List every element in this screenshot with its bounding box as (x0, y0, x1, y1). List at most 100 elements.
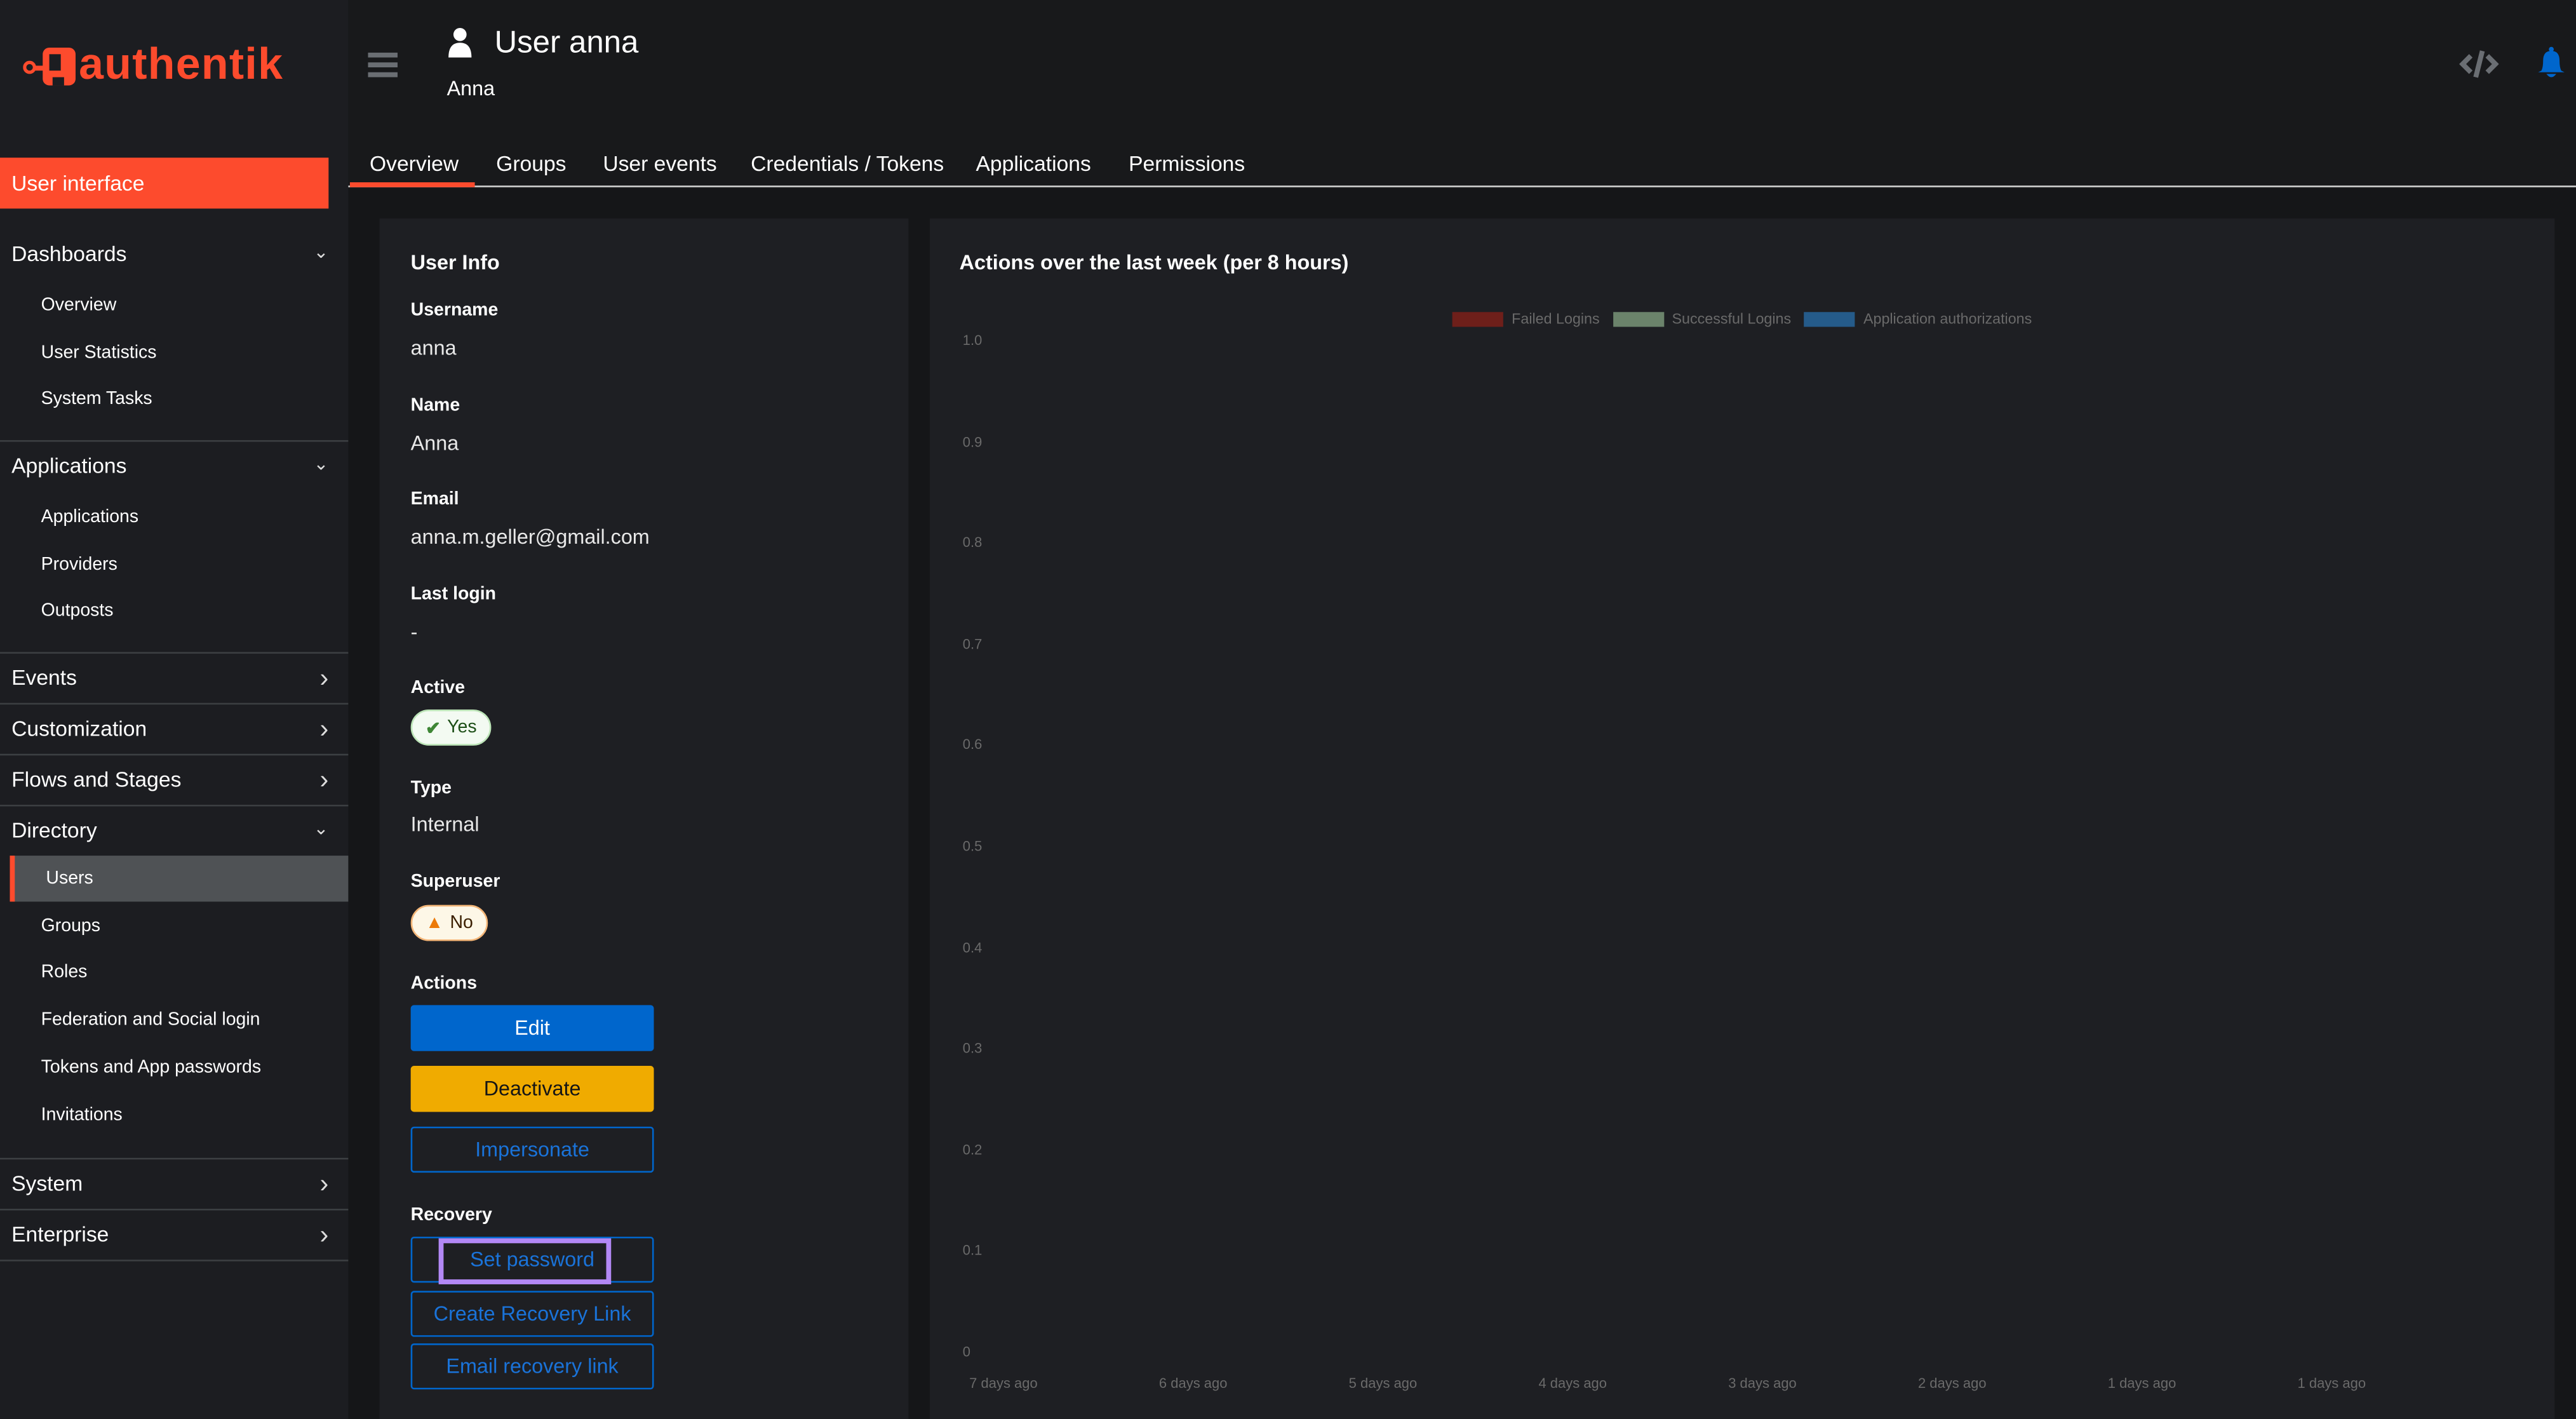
section-label: System (11, 1171, 83, 1196)
legend-swatch (1804, 311, 1856, 326)
menu-icon[interactable] (368, 52, 398, 77)
tab-credentials-tokens[interactable]: Credentials / Tokens (751, 151, 944, 176)
sidebar-item-invitations[interactable]: Invitations (41, 1104, 123, 1124)
section-label: Enterprise (11, 1221, 109, 1247)
tab-user-events[interactable]: User events (603, 151, 717, 176)
y-tick-label: 0.5 (962, 837, 983, 854)
page-title: User anna (494, 26, 639, 61)
section-label: Flows and Stages (11, 767, 182, 792)
sidebar-section-events[interactable]: Events › (0, 665, 348, 695)
legend-item[interactable]: Failed Logins (1452, 311, 1600, 327)
sidebar-item-providers[interactable]: Providers (41, 555, 117, 575)
card-title: User Info (410, 251, 500, 274)
tabs-divider (348, 185, 2576, 187)
sidebar-item-roles[interactable]: Roles (41, 963, 88, 983)
sidebar-section-customization[interactable]: Customization › (0, 716, 348, 746)
field-value: Anna (410, 431, 459, 454)
section-label: Dashboards (11, 241, 127, 266)
active-tab-indicator (349, 182, 475, 187)
edit-button[interactable]: Edit (410, 1005, 654, 1051)
sidebar-section-applications[interactable]: Applications ⌄ (0, 454, 348, 478)
focus-highlight (438, 1238, 612, 1284)
sidebar-item-system-tasks[interactable]: System Tasks (41, 389, 152, 410)
sidebar-item-user-statistics[interactable]: User Statistics (41, 342, 157, 363)
authentik-logo[interactable]: authentik (23, 39, 283, 90)
field-value: anna (410, 337, 457, 360)
actions-chart-card: Actions over the last week (per 8 hours)… (930, 218, 2555, 1419)
x-tick-label: 1 days ago (2297, 1375, 2366, 1392)
email-recovery-link-button[interactable]: Email recovery link (410, 1343, 654, 1390)
field-label: Username (410, 300, 499, 321)
y-tick-label: 0.4 (962, 938, 983, 955)
legend-swatch (1613, 311, 1664, 326)
y-tick-label: 1.0 (962, 332, 983, 349)
legend-item[interactable]: Successful Logins (1613, 311, 1791, 327)
field-label: Name (410, 394, 460, 415)
chart-legend: Failed Logins Successful Logins Applicatio… (930, 311, 2554, 327)
sidebar-divider (0, 703, 349, 705)
page-header: User anna Anna Overview Groups User events… (348, 0, 2576, 189)
x-tick-label: 1 days ago (2107, 1375, 2177, 1392)
active-badge: ✔ Yes (410, 709, 492, 746)
y-tick-label: 0.3 (962, 1040, 983, 1057)
sidebar-section-flows-and-stages[interactable]: Flows and Stages › (0, 767, 348, 797)
chevron-right-icon: › (319, 716, 329, 744)
y-tick-label: 0.9 (962, 433, 983, 450)
sidebar-item-users[interactable]: Users (10, 856, 349, 902)
tab-groups[interactable]: Groups (496, 151, 567, 176)
y-tick-label: 0.8 (962, 534, 983, 551)
field-value: - (410, 620, 418, 643)
legend-label: Application authorizations (1863, 310, 2032, 327)
chevron-right-icon: › (319, 1221, 329, 1250)
sidebar-item-federation-and-social-login[interactable]: Federation and Social login (41, 1010, 260, 1030)
section-label: Customization (11, 716, 147, 741)
chevron-right-icon: › (319, 1171, 329, 1199)
x-tick-label: 6 days ago (1158, 1375, 1228, 1392)
sidebar-item-outposts[interactable]: Outposts (41, 602, 114, 622)
sidebar: authentik User interface Dashboards ⌄ Over… (0, 0, 349, 1419)
user-icon (448, 27, 472, 58)
x-tick-label: 7 days ago (969, 1375, 1038, 1392)
sidebar-divider (0, 1209, 349, 1211)
sidebar-section-enterprise[interactable]: Enterprise › (0, 1222, 348, 1252)
chevron-down-icon: ⌄ (313, 243, 329, 263)
x-tick-label: 4 days ago (1538, 1375, 1607, 1392)
impersonate-button[interactable]: Impersonate (410, 1126, 654, 1173)
tab-permissions[interactable]: Permissions (1129, 151, 1245, 176)
sidebar-divider (0, 804, 349, 807)
legend-label: Failed Logins (1512, 310, 1600, 327)
y-tick-label: 0 (962, 1343, 971, 1360)
logo-text: authentik (79, 39, 284, 89)
x-tick-label: 3 days ago (1728, 1375, 1797, 1392)
superuser-badge: ▲ No (410, 905, 488, 941)
tab-applications[interactable]: Applications (976, 151, 1091, 176)
section-label: Applications (11, 453, 127, 478)
chart-title: Actions over the last week (per 8 hours) (959, 251, 1349, 274)
sidebar-section-system[interactable]: System › (0, 1171, 348, 1201)
y-tick-label: 0.2 (962, 1141, 983, 1158)
sidebar-item-groups[interactable]: Groups (41, 915, 100, 936)
deactivate-button[interactable]: Deactivate (410, 1066, 654, 1112)
legend-item[interactable]: Application authorizations (1804, 311, 2032, 327)
x-tick-label: 5 days ago (1348, 1375, 1418, 1392)
type-label: Type (410, 778, 452, 798)
logo-icon (23, 46, 76, 85)
sidebar-item-overview[interactable]: Overview (41, 295, 117, 316)
notification-bell-icon[interactable] (2537, 46, 2566, 79)
api-code-icon[interactable] (2459, 50, 2499, 79)
sidebar-section-directory[interactable]: Directory ⌄ (0, 818, 348, 843)
sidebar-divider (0, 440, 349, 442)
sidebar-item-tokens-and-app-passwords[interactable]: Tokens and App passwords (41, 1057, 262, 1077)
field-label: Last login (410, 584, 497, 604)
tab-overview[interactable]: Overview (370, 151, 459, 176)
y-tick-label: 0.6 (962, 736, 983, 753)
user-interface-button[interactable]: User interface (0, 158, 329, 209)
y-tick-label: 0.1 (962, 1242, 983, 1259)
chevron-right-icon: › (319, 665, 329, 694)
y-tick-label: 0.7 (962, 635, 983, 652)
create-recovery-link-button[interactable]: Create Recovery Link (410, 1291, 654, 1337)
sidebar-section-dashboards[interactable]: Dashboards ⌄ (0, 241, 348, 266)
section-label: Directory (11, 817, 97, 843)
superuser-label: Superuser (410, 871, 500, 892)
sidebar-item-applications[interactable]: Applications (41, 507, 139, 527)
